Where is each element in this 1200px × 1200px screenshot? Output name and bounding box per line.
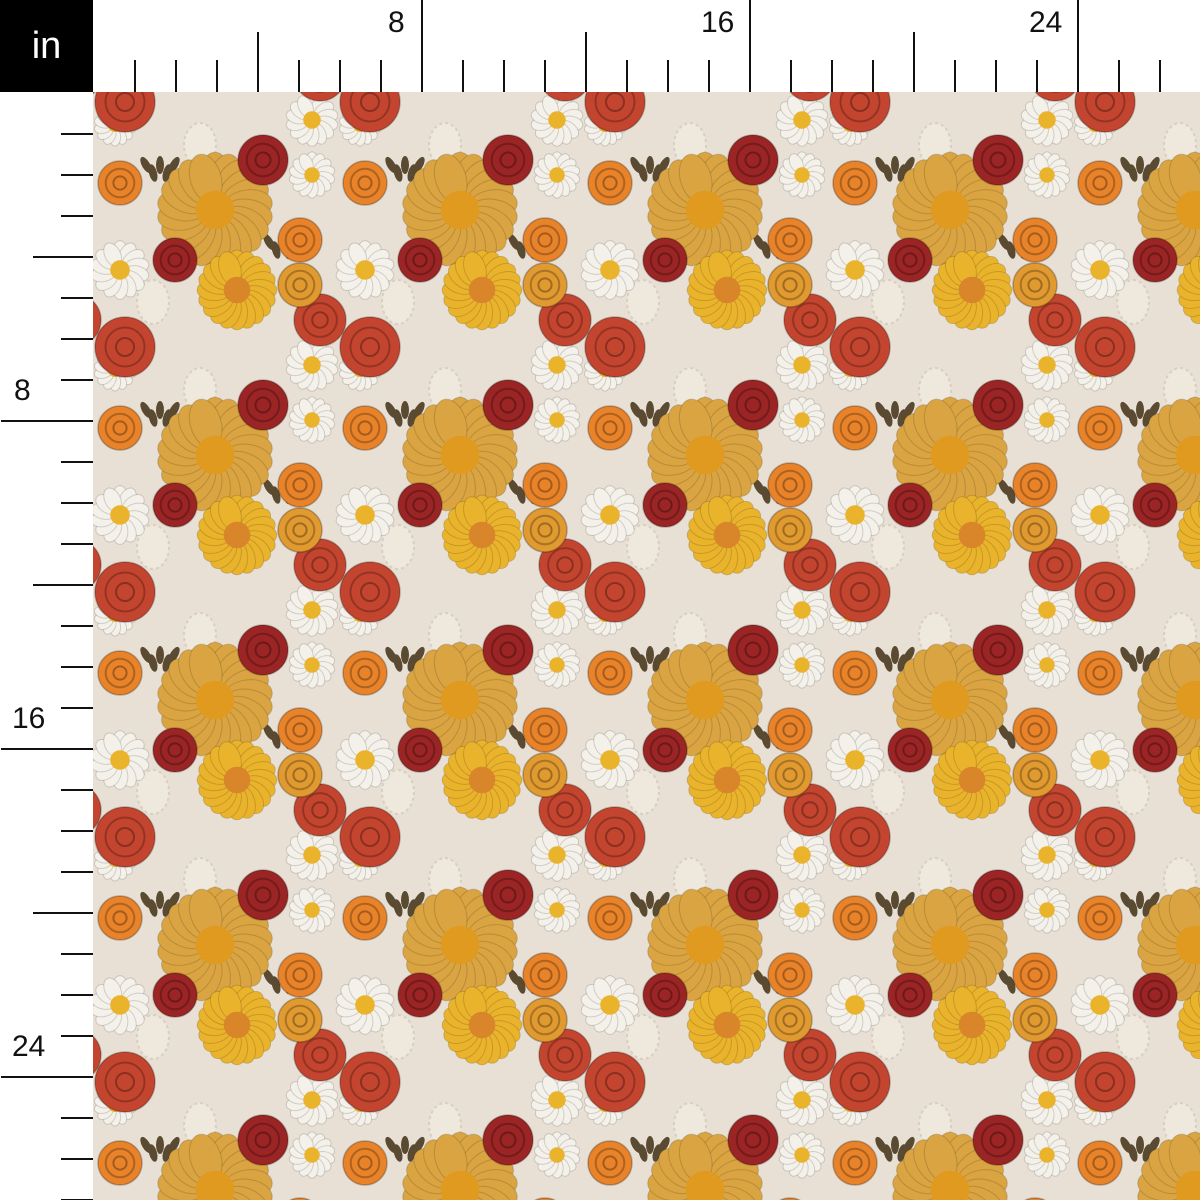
left-ruler-tick xyxy=(61,994,93,996)
left-ruler-tick xyxy=(61,707,93,709)
floral-pattern-swatch xyxy=(93,92,1200,1200)
top-ruler: 8 16 24 xyxy=(93,0,1200,92)
top-ruler-tick xyxy=(749,0,751,92)
left-ruler-label-24: 24 xyxy=(12,1030,46,1063)
left-ruler-tick xyxy=(61,1158,93,1160)
left-ruler-tick xyxy=(1,1076,93,1078)
left-ruler-tick xyxy=(61,502,93,504)
left-ruler-tick xyxy=(61,461,93,463)
top-ruler-tick xyxy=(380,60,382,92)
left-ruler-tick xyxy=(61,379,93,381)
top-ruler-label-8: 8 xyxy=(388,6,405,39)
top-ruler-tick xyxy=(831,60,833,92)
left-ruler-tick xyxy=(33,256,93,258)
top-ruler-tick xyxy=(790,60,792,92)
top-ruler-tick xyxy=(626,60,628,92)
top-ruler-tick xyxy=(913,32,915,92)
top-ruler-label-16: 16 xyxy=(701,6,735,39)
left-ruler-tick xyxy=(61,625,93,627)
left-ruler-tick xyxy=(61,174,93,176)
top-ruler-label-24: 24 xyxy=(1029,6,1063,39)
top-ruler-tick xyxy=(257,32,259,92)
left-ruler-tick xyxy=(33,912,93,914)
unit-label: in xyxy=(0,0,93,92)
left-ruler-tick xyxy=(33,584,93,586)
top-ruler-tick xyxy=(175,60,177,92)
top-ruler-tick xyxy=(995,60,997,92)
top-ruler-tick xyxy=(298,60,300,92)
top-ruler-tick xyxy=(954,60,956,92)
top-ruler-tick xyxy=(872,60,874,92)
left-ruler-tick xyxy=(61,297,93,299)
left-ruler-tick xyxy=(1,748,93,750)
top-ruler-tick xyxy=(544,60,546,92)
top-ruler-tick xyxy=(134,60,136,92)
left-ruler-tick xyxy=(61,871,93,873)
top-ruler-tick xyxy=(503,60,505,92)
left-ruler-tick xyxy=(1,420,93,422)
top-ruler-tick xyxy=(585,32,587,92)
left-ruler-tick xyxy=(61,543,93,545)
left-ruler-tick xyxy=(61,1117,93,1119)
top-ruler-tick xyxy=(421,0,423,92)
left-ruler-tick xyxy=(61,338,93,340)
top-ruler-tick xyxy=(667,60,669,92)
left-ruler: 8 16 24 xyxy=(0,92,93,1200)
left-ruler-label-16: 16 xyxy=(12,702,46,735)
top-ruler-tick xyxy=(1036,60,1038,92)
left-ruler-tick xyxy=(61,830,93,832)
left-ruler-tick xyxy=(61,666,93,668)
left-ruler-tick xyxy=(61,789,93,791)
left-ruler-tick xyxy=(61,953,93,955)
top-ruler-tick xyxy=(339,60,341,92)
top-ruler-tick xyxy=(1159,60,1161,92)
top-ruler-tick xyxy=(462,60,464,92)
top-ruler-tick xyxy=(1118,60,1120,92)
top-ruler-tick xyxy=(708,60,710,92)
left-ruler-tick xyxy=(61,133,93,135)
left-ruler-label-8: 8 xyxy=(14,374,31,407)
top-ruler-tick xyxy=(216,60,218,92)
top-ruler-tick xyxy=(1077,0,1079,92)
left-ruler-tick xyxy=(61,215,93,217)
left-ruler-tick xyxy=(61,1035,93,1037)
